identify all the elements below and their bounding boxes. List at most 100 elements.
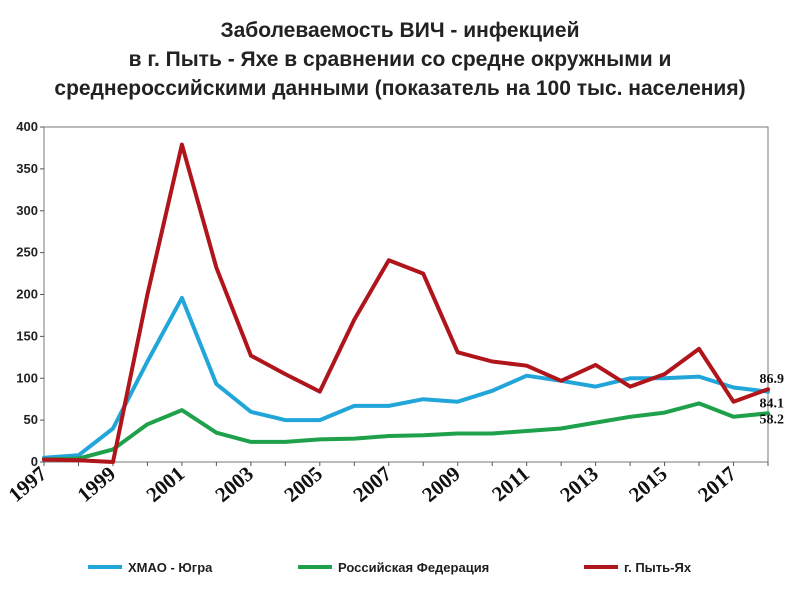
legend-swatch-hmao <box>88 565 122 569</box>
x-tick-label: 2003 <box>210 461 258 506</box>
data-point <box>318 390 322 393</box>
data-point <box>732 386 735 389</box>
data-point <box>456 432 459 435</box>
legend-label-russia: Российская Федерация <box>338 559 490 575</box>
data-point <box>180 296 184 300</box>
y-tick-label: 50 <box>24 412 38 427</box>
data-point <box>42 458 46 461</box>
data-point <box>663 372 666 376</box>
data-point <box>215 431 218 434</box>
data-point <box>111 460 115 464</box>
data-point <box>146 360 149 363</box>
legend-item-pytyakh: г. Пыть-Ях <box>584 557 691 577</box>
data-point <box>146 423 149 426</box>
data-point <box>663 377 666 380</box>
title-line-2: в г. Пыть - Яхе в сравнении со средне ок… <box>128 48 672 71</box>
data-point <box>766 388 770 391</box>
data-point <box>180 143 184 146</box>
data-point <box>284 418 287 422</box>
x-tick-label: 1999 <box>73 461 121 506</box>
data-point <box>594 421 597 424</box>
data-point <box>490 389 494 393</box>
data-point <box>628 385 632 388</box>
series-line-2 <box>42 142 770 464</box>
data-point <box>456 351 459 354</box>
data-point <box>490 432 494 435</box>
data-point <box>594 363 597 367</box>
y-tick-label: 200 <box>16 287 38 302</box>
data-point <box>387 258 390 262</box>
data-label: 58.2 <box>760 412 785 427</box>
data-point <box>559 379 563 382</box>
data-point <box>180 408 184 412</box>
x-tick-label: 2005 <box>279 461 327 506</box>
y-tick-label: 100 <box>16 370 38 385</box>
title-line-1: Заболеваемость ВИЧ - инфекцией <box>220 19 580 42</box>
data-point <box>146 293 149 296</box>
data-point <box>697 375 701 378</box>
data-point <box>318 438 322 441</box>
data-point <box>594 385 597 388</box>
data-point <box>422 434 425 437</box>
data-point <box>766 412 770 415</box>
data-point <box>732 400 735 403</box>
data-point <box>697 347 701 351</box>
y-tick-label: 300 <box>16 203 38 218</box>
x-tick-label: 2007 <box>348 461 396 506</box>
y-tick-label: 400 <box>16 119 38 134</box>
data-point <box>697 402 701 405</box>
data-point <box>284 440 287 444</box>
x-tick-label: 1997 <box>4 461 52 506</box>
data-point <box>559 427 563 430</box>
data-point <box>732 415 735 418</box>
data-point <box>628 415 632 418</box>
data-point <box>387 434 390 438</box>
data-point <box>456 400 459 403</box>
data-point <box>353 318 356 321</box>
data-point <box>215 382 218 386</box>
legend: ХМАО - Югра Российская Федерация г. Пыть… <box>0 557 800 577</box>
data-point <box>111 427 115 430</box>
data-point <box>525 364 528 367</box>
data-point <box>77 454 80 457</box>
legend-item-hmao: ХМАО - Югра <box>88 557 212 577</box>
legend-item-russia: Российская Федерация <box>298 557 489 577</box>
data-point <box>422 272 425 275</box>
y-tick-label: 350 <box>16 161 38 176</box>
data-point <box>284 372 287 376</box>
data-label: 86.9 <box>760 372 785 387</box>
data-point <box>353 437 356 440</box>
series-line-1 <box>42 401 770 462</box>
y-tick-label: 0 <box>31 454 38 469</box>
data-point <box>525 429 528 433</box>
data-point <box>353 404 356 408</box>
data-point <box>422 397 425 401</box>
data-label: 84.1 <box>760 397 785 412</box>
y-tick-label: 250 <box>16 245 38 260</box>
data-point <box>77 459 80 462</box>
x-tick-label: 2015 <box>624 461 672 506</box>
data-point <box>663 411 666 414</box>
y-tick-label: 150 <box>16 328 38 343</box>
data-point <box>249 354 253 357</box>
x-tick-label: 2009 <box>417 461 465 506</box>
legend-label-hmao: ХМАО - Югра <box>128 559 213 575</box>
x-tick-label: 2001 <box>142 461 190 506</box>
data-point <box>249 440 253 444</box>
legend-label-pytyakh: г. Пыть-Ях <box>624 559 692 575</box>
x-tick-label: 2017 <box>693 461 741 506</box>
data-point <box>490 360 494 363</box>
title-line-3: среднероссийскими данными (показатель на… <box>54 77 746 100</box>
data-point <box>318 418 322 422</box>
data-point <box>249 410 253 413</box>
x-tick-label: 2011 <box>487 461 534 506</box>
data-point <box>628 377 632 380</box>
legend-swatch-russia <box>298 565 332 569</box>
data-point <box>215 266 218 269</box>
x-tick-label: 2013 <box>555 461 603 506</box>
chart-title: Заболеваемость ВИЧ - инфекцией в г. Пыть… <box>0 16 800 103</box>
data-point <box>525 374 528 377</box>
data-point <box>387 404 390 408</box>
legend-swatch-pytyakh <box>584 565 618 569</box>
